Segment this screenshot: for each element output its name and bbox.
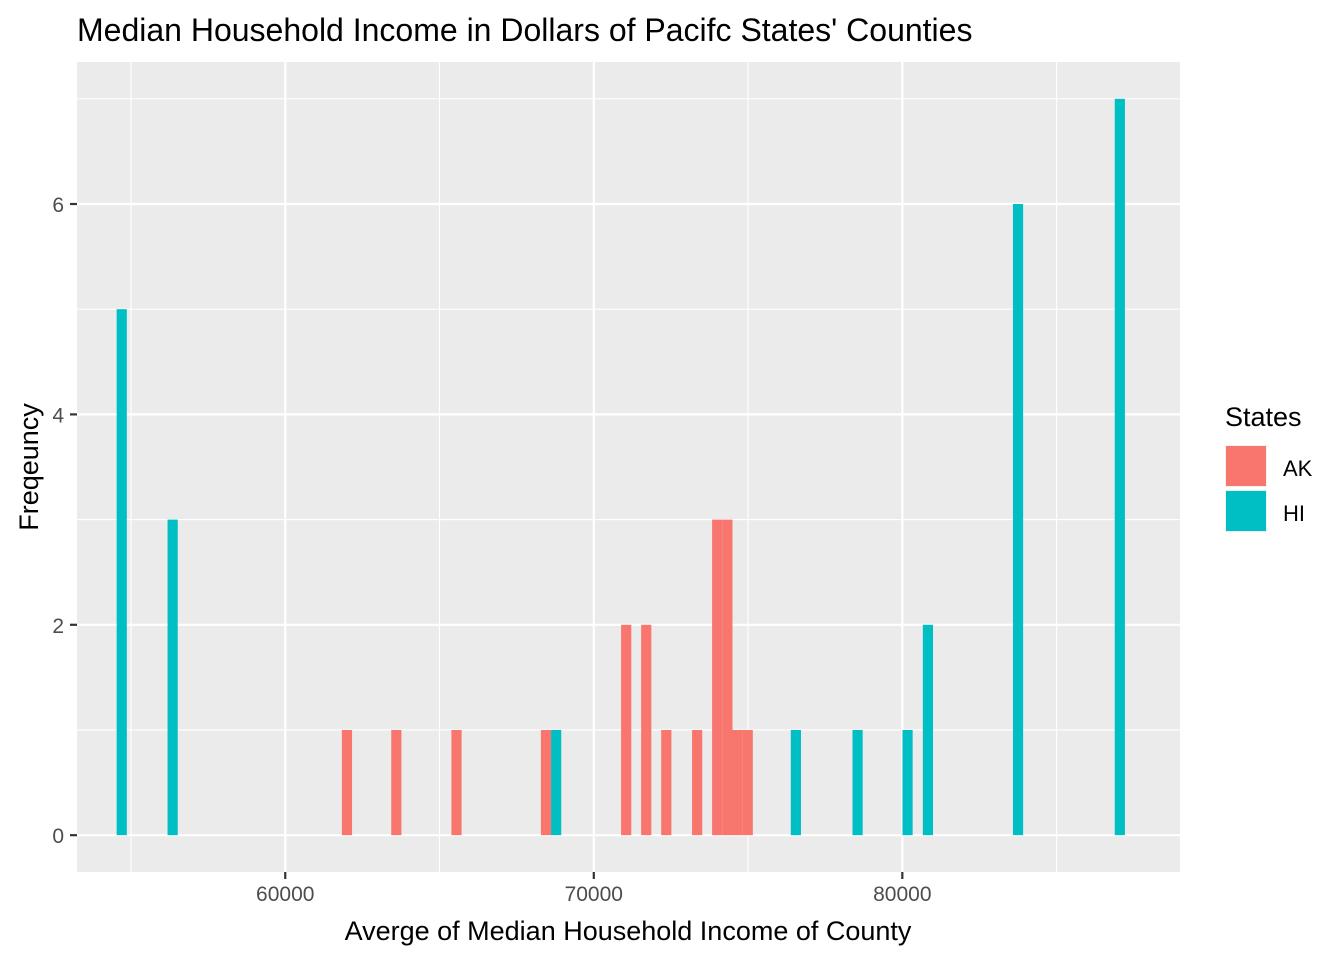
bar-ak xyxy=(712,519,723,836)
bar-hi xyxy=(551,729,562,836)
bar-hi xyxy=(790,729,801,836)
y-axis-label: Freqeuncy xyxy=(14,403,44,531)
y-tick-label: 6 xyxy=(52,194,64,217)
y-tick-label: 0 xyxy=(52,825,64,848)
bar-ak xyxy=(732,729,743,836)
bar-hi xyxy=(116,309,127,836)
chart-title: Median Household Income in Dollars of Pa… xyxy=(77,12,972,48)
bar-ak xyxy=(722,519,733,836)
legend-title: States xyxy=(1225,402,1302,432)
bar-ak xyxy=(451,729,462,836)
y-tick-label: 4 xyxy=(52,404,64,427)
bar-hi xyxy=(852,729,863,836)
bar-hi xyxy=(1012,204,1024,836)
bar-ak xyxy=(742,729,753,836)
bar-ak xyxy=(621,624,632,836)
bar-hi xyxy=(1114,98,1125,836)
x-tick-label: 80000 xyxy=(873,883,931,906)
x-tick-label: 60000 xyxy=(256,883,314,906)
x-axis-label: Averge of Median Household Income of Cou… xyxy=(345,916,912,946)
bar-ak xyxy=(692,729,703,836)
legend-swatch-hi xyxy=(1226,491,1266,531)
bar-hi xyxy=(902,729,913,836)
legend-label-hi: HI xyxy=(1283,501,1305,526)
bar-ak xyxy=(391,729,402,836)
legend-swatch-ak xyxy=(1226,446,1266,486)
bar-hi xyxy=(922,624,934,836)
x-tick-label: 70000 xyxy=(565,883,623,906)
bars-layer xyxy=(116,98,1125,836)
legend-label-ak: AK xyxy=(1283,456,1313,481)
bar-ak xyxy=(540,729,552,836)
y-axis: 0 2 4 6 xyxy=(52,194,77,848)
bar-hi xyxy=(167,519,178,836)
minor-gridlines xyxy=(77,62,1180,872)
y-tick-label: 2 xyxy=(52,615,64,638)
bar-ak xyxy=(341,729,353,836)
x-axis: 60000 70000 80000 xyxy=(256,872,932,906)
bar-ak xyxy=(661,729,672,836)
bar-ak xyxy=(641,624,652,836)
legend: States AK HI xyxy=(1225,402,1313,532)
